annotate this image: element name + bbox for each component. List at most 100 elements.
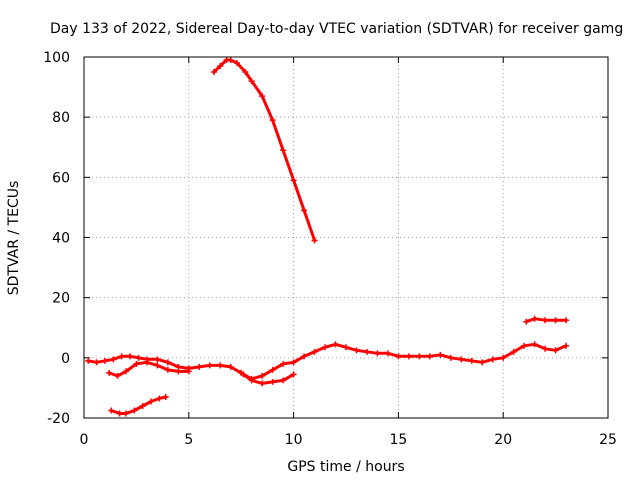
data-point (468, 357, 475, 364)
y-tick-label: 20 (52, 291, 70, 307)
y-tick-label: 60 (52, 170, 70, 186)
data-point (290, 359, 297, 366)
data-point (542, 317, 549, 324)
x-tick-label: 15 (389, 432, 407, 448)
data-point (531, 341, 538, 348)
data-point (552, 347, 559, 354)
data-point (552, 317, 559, 324)
data-point (227, 57, 234, 64)
data-point (269, 366, 276, 373)
data-point (510, 348, 517, 355)
data-point (426, 353, 433, 360)
series-arc-main (85, 341, 570, 382)
data-point (143, 359, 150, 366)
data-point (93, 359, 100, 366)
data-point (437, 351, 444, 358)
data-point (343, 344, 349, 351)
data-point (206, 362, 213, 369)
data-point (563, 342, 570, 349)
data-point (259, 372, 266, 379)
y-tick-label: -20 (47, 411, 70, 427)
x-tick-label: 10 (285, 432, 303, 448)
data-point (175, 368, 182, 375)
data-point (116, 410, 123, 417)
data-point (416, 353, 423, 360)
data-point (217, 362, 224, 369)
series-line (241, 372, 296, 385)
data-point (135, 354, 142, 361)
data-point (133, 360, 140, 367)
y-tick-label: 0 (61, 351, 70, 367)
data-point (280, 377, 287, 384)
series-arc-late (523, 315, 570, 325)
data-point (242, 69, 249, 76)
data-point (280, 147, 287, 154)
data-point (301, 207, 308, 214)
x-tick-label: 0 (80, 432, 89, 448)
series-arc-low (108, 393, 169, 417)
data-point (405, 353, 412, 360)
data-point (164, 366, 171, 373)
data-point (240, 371, 247, 378)
data-point (139, 402, 146, 409)
data-point (353, 347, 360, 354)
data-point (164, 359, 171, 366)
data-point (114, 372, 121, 379)
y-tick-label: 80 (52, 110, 70, 126)
data-point (301, 353, 308, 360)
data-point (156, 395, 163, 402)
data-point (311, 237, 318, 244)
data-point (162, 393, 169, 400)
gridlines (84, 57, 608, 418)
data-point (248, 377, 255, 384)
data-point (185, 368, 192, 375)
data-point (217, 63, 224, 70)
data-point (374, 350, 381, 357)
series-arc-high (210, 57, 318, 244)
x-axis-label: GPS time / hours (287, 459, 404, 475)
data-point (127, 353, 134, 360)
data-series (85, 57, 570, 417)
data-point (131, 407, 138, 414)
series-arc-low-mid (106, 359, 192, 379)
data-point (542, 345, 549, 352)
data-point (458, 356, 465, 363)
data-point (363, 348, 370, 355)
data-point (479, 359, 486, 366)
x-tick-label: 20 (494, 432, 512, 448)
data-point (500, 354, 507, 361)
data-point (227, 363, 234, 370)
y-tick-label: 40 (52, 231, 70, 247)
data-point (154, 362, 161, 369)
data-point (269, 378, 276, 385)
data-point (521, 342, 528, 349)
y-axis-label: SDTVAR / TECUs (6, 181, 22, 296)
data-point (489, 356, 496, 363)
y-tick-label: 100 (43, 50, 70, 66)
x-tick-label: 25 (599, 432, 617, 448)
data-point (234, 60, 241, 67)
data-point (259, 93, 266, 100)
data-point (290, 177, 297, 184)
x-tick-label: 5 (184, 432, 193, 448)
data-point (531, 315, 538, 322)
data-point (447, 354, 454, 361)
data-point (332, 341, 339, 348)
data-point (248, 78, 255, 85)
data-point (395, 353, 402, 360)
data-point (101, 357, 108, 364)
data-point (85, 357, 92, 364)
data-point (259, 380, 266, 387)
plot-frame (83, 56, 609, 419)
data-point (269, 117, 276, 124)
data-point (110, 356, 117, 363)
data-point (196, 363, 203, 370)
data-point (290, 371, 297, 378)
data-point (122, 410, 129, 417)
data-point (384, 350, 391, 357)
data-point (154, 356, 161, 363)
x-tick-labels: 0 5 10 15 20 25 (80, 432, 617, 448)
data-point (280, 360, 287, 367)
